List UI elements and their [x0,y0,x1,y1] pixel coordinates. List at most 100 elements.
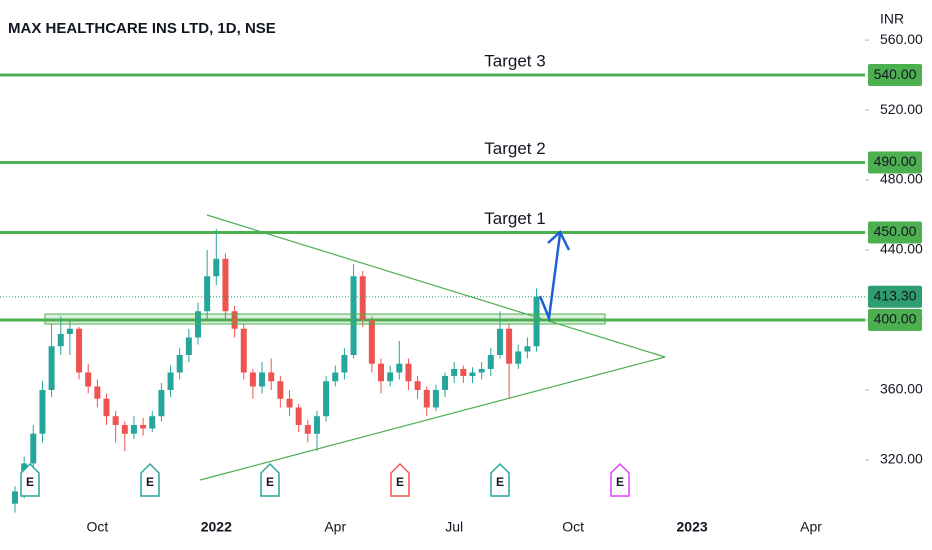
earnings-label: E [616,475,624,489]
last-price-box [868,285,922,308]
y-tick-label: 480.00 [880,171,923,187]
candle-body [213,258,220,277]
arrow-head [547,229,571,251]
x-tick-label: 2022 [201,519,232,535]
candle-body [204,276,211,312]
earnings-badge [20,462,40,497]
earnings-label: E [26,475,34,489]
trendline-upper [206,214,666,358]
candle-body [515,351,522,364]
zone-box [44,313,606,325]
candle-body [121,424,128,434]
level-price-label: 490.00 [874,153,917,169]
candle-body [48,346,55,390]
earnings-label: E [266,475,274,489]
candle-body [176,354,183,373]
x-tick-label: Apr [800,519,822,535]
candle-body [496,328,503,355]
candle-body [368,319,375,364]
level-name: Target 3 [484,52,545,71]
candle-body [405,363,412,382]
candle-body [57,333,64,347]
candle-body [396,363,403,373]
candle-body [313,416,320,434]
candle-body [524,346,531,352]
level-name: Target 1 [484,209,545,228]
x-tick-label: Apr [324,519,346,535]
candle-body [359,276,366,320]
candle-body [286,398,293,408]
y-tick-label: 520.00 [880,101,923,117]
candle-body [112,416,119,425]
projection-arrow [538,233,562,323]
y-tick-label: 560.00 [880,31,923,47]
candle-body [158,389,165,417]
x-tick-label: Jul [445,519,463,535]
level-price-label: 450.00 [874,223,917,239]
candle-body [66,328,73,334]
candle-body [460,368,467,376]
axis-layer: 320.00 360.00 400.00 440.00 480.00 520.00 560.… [86,31,923,535]
candle-body [469,372,476,376]
candle-body [94,386,101,399]
candle-body [295,407,302,425]
earnings-label: E [496,475,504,489]
level-price-box [868,221,922,244]
candle-body [259,372,266,387]
earnings-label: E [396,475,404,489]
candle-body [277,381,284,399]
candle-body [268,372,275,382]
earnings-badge [490,462,510,497]
level-price-box [868,308,922,331]
y-tick-label: 360.00 [880,381,923,397]
currency-label: INR [880,11,904,27]
earnings-badge [390,462,410,497]
earnings-label: E [146,475,154,489]
level-price-label: 400.00 [874,311,917,327]
chart-title: MAX HEALTHCARE INS LTD, 1D, NSE [8,20,276,37]
candle-body [350,276,357,355]
price-axis [865,0,932,550]
last-price-label: 413.30 [874,287,917,303]
candle-body [130,424,137,434]
candle-body [387,372,394,382]
candle-body [304,424,311,434]
candle-body [76,328,83,373]
candle-body [414,381,421,390]
x-tick-label: Oct [562,519,584,535]
candle-body [423,389,430,408]
candle-body [30,433,37,464]
candle-body [185,337,192,355]
candle-body [332,372,339,382]
candle-body [323,381,330,417]
candle-body [140,424,147,429]
candle-body [222,258,229,312]
earnings-badge [140,462,160,497]
x-tick-label: Oct [86,519,108,535]
candle-body [12,491,18,504]
candle-body [249,372,256,387]
earnings-badge [260,462,280,497]
y-tick-label: 320.00 [880,451,923,467]
level-price-box [868,64,922,87]
level-price-label: 540.00 [874,66,917,82]
candle-body [533,296,540,347]
candle-body [432,389,439,408]
candle-body [167,372,174,390]
candle-body [451,368,458,376]
candle-body [478,368,485,373]
candle-body [149,416,156,429]
level-name: Target 2 [484,139,545,158]
trendline-lower [199,356,666,481]
candle-body [39,389,46,434]
candle-body [506,328,513,364]
plot-area: Target 3 Target 2 Target 1 [0,52,865,513]
candle-body [103,398,110,417]
candle-body [85,372,92,387]
candle-body [231,311,238,329]
earnings-badge [610,462,630,497]
candle-body [341,354,348,373]
